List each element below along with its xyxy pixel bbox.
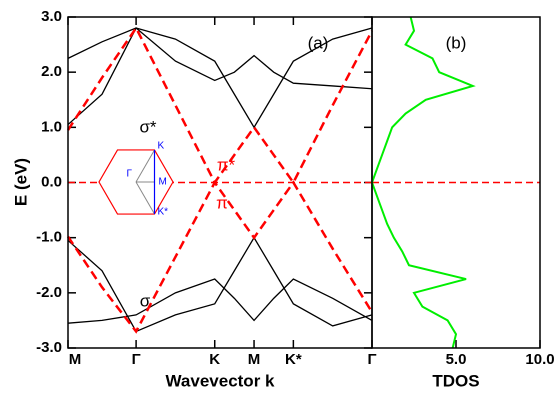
inset-line [135, 149, 155, 183]
y-tick-label: -1.0 [36, 229, 62, 246]
x-tick-label: M [69, 351, 82, 368]
inset-label: M [159, 177, 167, 188]
band [67, 27, 373, 90]
x-tick-label: Γ [132, 351, 141, 368]
inset-label: K [158, 141, 165, 152]
x-axis-label: TDOS [432, 371, 479, 390]
x-tick-label: K* [285, 351, 302, 368]
x-axis-label: Wavevector k [166, 371, 276, 390]
y-axis-label: E (eV) [11, 158, 30, 206]
annotation: π* [217, 155, 236, 174]
x-tick-label: 5.0 [446, 351, 467, 368]
band [67, 27, 373, 129]
band [67, 236, 373, 333]
annotation: (a) [308, 33, 329, 52]
y-tick-label: -2.0 [36, 284, 62, 301]
y-tick-label: 1.0 [41, 118, 62, 135]
annotation: π [216, 193, 228, 212]
inset-label: Γ [126, 169, 132, 180]
plot-frame [371, 16, 541, 349]
y-tick-label: 3.0 [41, 8, 62, 25]
x-tick-label: Γ [367, 351, 376, 368]
band [66, 180, 374, 334]
y-tick-label: -3.0 [36, 339, 62, 356]
y-tick-label: 0.0 [41, 173, 62, 190]
x-tick-label: M [248, 351, 261, 368]
band [66, 25, 374, 185]
y-tick-label: 2.0 [41, 63, 62, 80]
inset-line [135, 181, 155, 215]
inset-label: K* [158, 207, 169, 218]
panel-label: (b) [446, 33, 467, 52]
x-tick-label: 10.0 [525, 351, 554, 368]
annotation: σ* [139, 117, 156, 136]
annotation: σ [140, 291, 151, 310]
x-tick-label: K [209, 351, 220, 368]
